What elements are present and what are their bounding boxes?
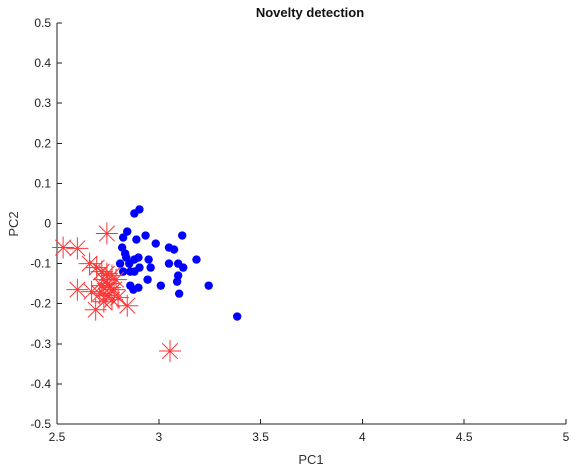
data-point (123, 227, 132, 236)
x-tick-label: 5 (563, 430, 570, 444)
y-ticks: 0.5 0.4 0.3 0.2 0.1 0 -0.1 -0.2 -0.3 -0.4 -0.5 (30, 16, 62, 431)
x-ticks: 2.5 3 3.5 4 4.5 5 (49, 419, 570, 444)
y-tick-label: -0.2 (30, 297, 51, 311)
data-point (144, 255, 153, 264)
data-point (132, 235, 141, 244)
y-tick-label: -0.5 (30, 417, 51, 431)
axes (56, 23, 566, 425)
data-point (115, 259, 125, 268)
x-tick-label: 3.5 (252, 430, 269, 444)
outlier-point (66, 278, 89, 301)
data-point (204, 281, 213, 290)
y-tick-label: -0.4 (30, 377, 51, 391)
x-tick-label: 2.5 (49, 430, 66, 444)
outlier-point (107, 286, 130, 309)
plot-points (52, 205, 242, 363)
data-point (178, 231, 187, 240)
data-point (169, 245, 179, 254)
series-1 (52, 222, 181, 363)
data-point (134, 253, 143, 262)
y-tick-label: 0.2 (34, 136, 51, 150)
y-tick-label: -0.3 (30, 337, 51, 351)
data-point (232, 312, 242, 321)
y-tick-label: 0.4 (34, 56, 51, 70)
data-point (179, 263, 188, 272)
data-point (151, 239, 160, 248)
outlier-point (100, 288, 123, 311)
y-tick-label: 0.5 (34, 16, 51, 30)
x-tick-label: 3 (155, 430, 162, 444)
outlier-point (84, 298, 107, 321)
data-point (118, 267, 128, 276)
data-point (135, 205, 144, 214)
outlier-point (116, 294, 139, 317)
chart-title: Novelty detection (256, 5, 364, 20)
outlier-point (158, 340, 181, 363)
series-0 (115, 205, 242, 321)
outlier-point (103, 278, 126, 301)
data-point (141, 231, 150, 240)
data-point (146, 263, 155, 272)
y-axis-label: PC2 (6, 211, 21, 236)
data-point (130, 267, 139, 276)
data-point (143, 275, 152, 284)
data-point (156, 281, 166, 290)
data-point (172, 277, 182, 286)
outlier-point (95, 222, 118, 245)
x-axis-label: PC1 (298, 452, 323, 467)
outlier-point (52, 236, 75, 259)
y-tick-label: 0 (44, 217, 51, 231)
data-point (192, 255, 201, 264)
outlier-point (66, 237, 89, 260)
y-tick-label: 0.1 (34, 176, 51, 190)
y-tick-label: -0.1 (30, 257, 51, 271)
data-point (164, 259, 174, 268)
x-tick-label: 4.5 (456, 430, 473, 444)
data-point (134, 283, 143, 292)
y-tick-label: 0.3 (34, 96, 51, 110)
x-tick-label: 4 (359, 430, 366, 444)
data-point (174, 289, 184, 298)
data-point (118, 233, 128, 242)
outlier-point (88, 282, 111, 305)
